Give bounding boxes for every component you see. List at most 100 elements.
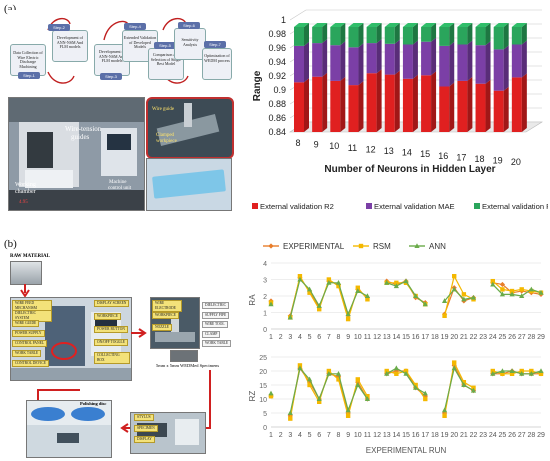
bar-segment <box>439 86 450 132</box>
callout-label: NOZZLE <box>152 324 172 331</box>
flow-step-2: Development of ANN-NSM And FLM models <box>52 30 88 62</box>
x-tick-label: 24 <box>489 432 497 439</box>
data-point <box>499 368 506 373</box>
y-tick-label: 10 <box>259 397 267 404</box>
x-tick-label: 4 <box>298 334 302 341</box>
data-point <box>403 278 409 284</box>
legend-label: External validation R2 <box>260 202 334 211</box>
data-point <box>393 365 399 371</box>
callout-label: SUPPLY PIPE <box>202 311 230 319</box>
x-tick-label: 23 <box>479 432 487 439</box>
data-point <box>394 371 399 376</box>
data-point <box>365 297 370 302</box>
callout-label: ON/OFF TOGGLE <box>94 339 128 346</box>
data-point <box>365 394 370 399</box>
closeup-callouts: WIRE ELECTRODE WORKPIECE NOZZLE <box>152 300 182 340</box>
data-point <box>307 382 312 388</box>
data-point <box>451 365 457 371</box>
x-tick-label: 25 <box>499 432 507 439</box>
x-tick-label: 14 <box>392 334 400 341</box>
x-tick-label: 9 <box>346 432 350 439</box>
roughness-tester-photo <box>130 412 206 454</box>
data-point <box>490 281 496 287</box>
x-tick-label: 12 <box>366 144 376 154</box>
x-tick-label: 19 <box>493 156 503 166</box>
x-tick-label: 7 <box>327 432 331 439</box>
data-point <box>451 286 457 292</box>
bar-segment-side <box>503 45 509 91</box>
x-tick-label: 21 <box>460 432 468 439</box>
data-point <box>384 368 389 374</box>
x-tick-label: 16 <box>438 151 448 161</box>
raw-material-label: RAW MATERIAL <box>10 254 50 259</box>
bar-segment <box>475 45 486 84</box>
closeup-labels: DIELECTRIC SUPPLY PIPE WIRE TOOL CLAMP WORK … <box>202 302 262 350</box>
y-tick-label: 0.92 <box>268 71 286 81</box>
data-point <box>422 301 428 307</box>
bar-segment <box>294 45 304 83</box>
y-tick-label: 2 <box>263 294 267 301</box>
bar-segment <box>330 80 341 132</box>
data-point <box>490 371 496 376</box>
bar-top <box>294 23 309 27</box>
x-tick-label: 24 <box>489 334 497 341</box>
bar-segment <box>457 80 468 132</box>
flow-step-1-text: Data Collection of Wire Electric Dischar… <box>13 50 43 69</box>
data-point <box>326 277 332 282</box>
x-tick-label: 5 <box>308 432 312 439</box>
y-tick-label: 0.9 <box>273 85 286 95</box>
bar-segment <box>457 27 468 45</box>
data-point <box>336 283 341 289</box>
data-point <box>384 280 390 285</box>
data-point <box>288 416 293 421</box>
bar-segment-side <box>394 70 400 132</box>
callout-label: DISPLAY <box>134 436 155 443</box>
data-point <box>306 376 313 382</box>
bar-top <box>439 23 455 27</box>
bar-segment-side <box>376 23 382 44</box>
machine-callouts-right: DISPLAY SCREEN WORKPIECE POWER BUTTON ON/OF… <box>94 300 130 370</box>
flow-step-7-tab: Step-7 <box>204 41 226 48</box>
specimen-label: 5mm x 5mm WEDMed Specimens <box>156 363 220 368</box>
data-point <box>287 410 293 415</box>
legend-swatch <box>366 203 372 209</box>
data-point <box>297 363 303 368</box>
x-axis-title: EXPERIMENTAL RUN <box>366 446 447 455</box>
bar-segment <box>348 85 359 132</box>
bar-segment <box>366 27 377 44</box>
bar-segment-side <box>358 43 364 86</box>
x-tick-label: 20 <box>450 334 458 341</box>
callout-label: COLLECTING BOX <box>94 352 130 364</box>
data-point <box>317 307 322 312</box>
x-tick-label: 14 <box>392 432 400 439</box>
x-tick-label: 4 <box>298 432 302 439</box>
flow-step-3-text: Development of ANN-NSM And FLM models <box>98 49 126 63</box>
data-point <box>345 413 351 418</box>
bar-segment-side <box>412 74 418 132</box>
bar-segment-side <box>467 23 473 45</box>
data-point <box>268 394 274 399</box>
data-point <box>519 371 525 376</box>
bar-segment <box>330 45 341 81</box>
flow-step-1-tab: Step-1 <box>18 72 40 79</box>
data-point <box>326 280 332 285</box>
bar-segment-side <box>358 81 364 132</box>
x-tick-label: 13 <box>383 432 391 439</box>
machine-callouts-left: WIRE FEED MECHANISM DIELECTRIC SYSTEM WIRE… <box>12 300 52 370</box>
data-point <box>336 377 341 382</box>
bar-segment <box>511 27 522 45</box>
data-point <box>317 399 322 404</box>
bar-segment <box>366 73 377 132</box>
x-tick-label: 15 <box>402 432 410 439</box>
x-tick-label: 18 <box>431 432 439 439</box>
flow-step-5-tab: Step-5 <box>154 42 176 49</box>
bar-segment <box>384 27 395 44</box>
callout-label: POWER BUTTON <box>94 326 128 333</box>
y-tick-label: 0 <box>263 425 267 432</box>
data-point <box>538 368 544 373</box>
bar-segment-side <box>431 71 437 132</box>
bar-segment <box>493 27 504 50</box>
gridline <box>289 9 307 21</box>
flow-step-7-text: Optimization of WEDM process <box>204 53 230 63</box>
